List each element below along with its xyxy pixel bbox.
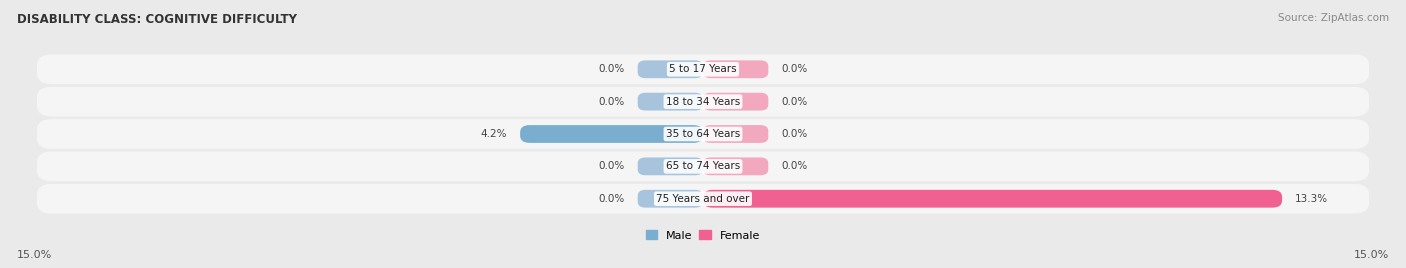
FancyBboxPatch shape xyxy=(703,60,768,78)
Text: 4.2%: 4.2% xyxy=(481,129,508,139)
FancyBboxPatch shape xyxy=(638,158,703,175)
Text: 0.0%: 0.0% xyxy=(599,161,624,171)
FancyBboxPatch shape xyxy=(37,119,1369,149)
Text: 0.0%: 0.0% xyxy=(599,64,624,74)
FancyBboxPatch shape xyxy=(37,151,1369,181)
Text: 75 Years and over: 75 Years and over xyxy=(657,194,749,204)
FancyBboxPatch shape xyxy=(37,184,1369,214)
Text: 35 to 64 Years: 35 to 64 Years xyxy=(666,129,740,139)
FancyBboxPatch shape xyxy=(703,125,768,143)
FancyBboxPatch shape xyxy=(37,54,1369,84)
FancyBboxPatch shape xyxy=(703,158,768,175)
Text: 0.0%: 0.0% xyxy=(599,97,624,107)
FancyBboxPatch shape xyxy=(703,93,768,110)
FancyBboxPatch shape xyxy=(703,190,1282,208)
Text: 0.0%: 0.0% xyxy=(782,97,807,107)
Text: 5 to 17 Years: 5 to 17 Years xyxy=(669,64,737,74)
Text: 18 to 34 Years: 18 to 34 Years xyxy=(666,97,740,107)
Text: 13.3%: 13.3% xyxy=(1295,194,1329,204)
FancyBboxPatch shape xyxy=(37,87,1369,117)
Text: 65 to 74 Years: 65 to 74 Years xyxy=(666,161,740,171)
Legend: Male, Female: Male, Female xyxy=(641,226,765,245)
FancyBboxPatch shape xyxy=(638,93,703,110)
FancyBboxPatch shape xyxy=(638,60,703,78)
FancyBboxPatch shape xyxy=(520,125,703,143)
Text: 0.0%: 0.0% xyxy=(782,129,807,139)
Text: 15.0%: 15.0% xyxy=(17,250,52,260)
FancyBboxPatch shape xyxy=(638,190,703,208)
Text: DISABILITY CLASS: COGNITIVE DIFFICULTY: DISABILITY CLASS: COGNITIVE DIFFICULTY xyxy=(17,13,297,27)
Text: Source: ZipAtlas.com: Source: ZipAtlas.com xyxy=(1278,13,1389,23)
Text: 0.0%: 0.0% xyxy=(782,64,807,74)
Text: 0.0%: 0.0% xyxy=(782,161,807,171)
Text: 15.0%: 15.0% xyxy=(1354,250,1389,260)
Text: 0.0%: 0.0% xyxy=(599,194,624,204)
